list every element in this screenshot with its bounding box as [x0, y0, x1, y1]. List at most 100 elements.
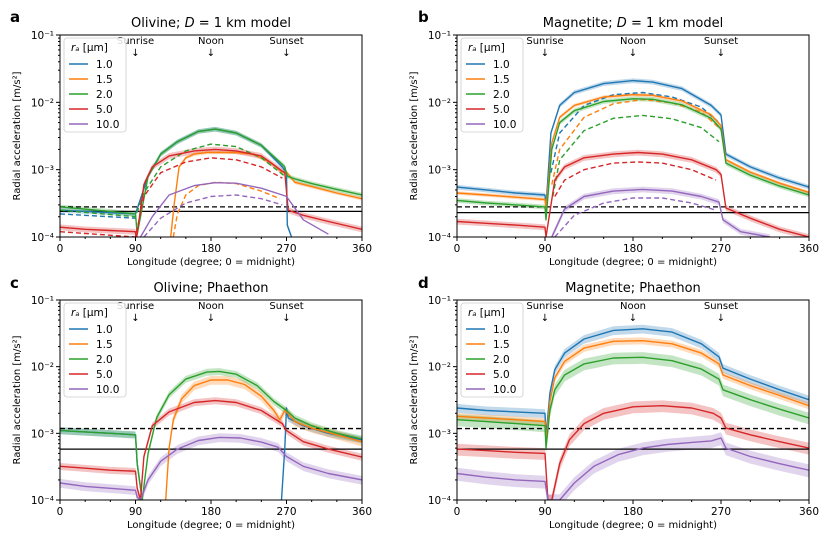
y-tick-label: 10⁻⁴: [428, 495, 451, 507]
legend: rₐ [μm] 1.0 1.5 2.0 5.0 10.0: [460, 37, 524, 133]
panel-a: a Olivine; D = 1 km model 0 90 180 270 360 10⁻⁴…: [10, 8, 372, 268]
band-10.0: [457, 432, 809, 500]
series-line-10.0: [139, 181, 329, 237]
legend-title-symbol: rₐ: [71, 307, 79, 319]
annotation-label: Sunset: [704, 36, 738, 47]
band-5.0: [60, 146, 362, 237]
annotation-label: Sunrise: [526, 301, 563, 312]
title-part: D: [617, 16, 627, 31]
legend-label: 1.0: [493, 59, 510, 71]
series-line-1.5: [457, 93, 809, 211]
legend-title-unit: [μm]: [476, 307, 504, 319]
legend-title-unit: [μm]: [79, 307, 107, 319]
series-line-5.0 (model): [554, 161, 717, 197]
legend-title: rₐ [μm]: [468, 307, 505, 319]
x-tick-label: 360: [799, 243, 819, 255]
series-line-5.0: [457, 405, 809, 500]
legend-label: 1.5: [96, 74, 113, 86]
annotation-label: Noon: [198, 301, 224, 312]
x-tick-label: 360: [352, 506, 372, 518]
panel-title: Olivine; D = 1 km model: [131, 16, 291, 31]
title-part: Magnetite; Phaethon: [565, 281, 701, 296]
series-line-2.0 (model): [60, 143, 286, 218]
legend-label: 1.5: [493, 74, 510, 86]
legend-label: 2.0: [96, 354, 113, 366]
annotation-arrow: ↓: [541, 313, 549, 324]
panel-letter: c: [10, 274, 19, 292]
series-line-1.5: [170, 151, 362, 237]
series-line-2.0 (model): [552, 114, 720, 197]
x-axis-label: Longitude (degree; 0 = midnight): [127, 257, 295, 268]
annotation-arrow: ↓: [717, 48, 725, 59]
legend-label: 1.0: [96, 324, 113, 336]
series-line-1.5: [457, 340, 809, 445]
annotation-arrow: ↓: [131, 48, 139, 59]
band-10.0: [60, 433, 362, 500]
legend-label: 10.0: [96, 119, 119, 131]
title-part: = 1 km model: [627, 16, 723, 31]
y-axis-label: Radial acceleration [m/s²]: [409, 335, 420, 464]
series-line-1.0 (sunset): [280, 407, 362, 500]
plot-area: [60, 368, 362, 500]
legend-label: 2.0: [493, 89, 510, 101]
legend-label: 10.0: [493, 384, 516, 396]
panel-b: b Magnetite; D = 1 km model 0 90 180 270 360 10…: [409, 8, 819, 268]
legend-label: 1.5: [96, 339, 113, 351]
title-part: D: [185, 16, 195, 31]
y-tick-label: 10⁻³: [428, 428, 451, 440]
plot-area: [457, 78, 809, 237]
panel-title: Olivine; Phaethon: [153, 281, 268, 296]
x-tick-label: 90: [538, 506, 551, 518]
title-part: = 1 km model: [195, 16, 291, 31]
legend-label: 10.0: [96, 384, 119, 396]
annotation-label: Sunset: [269, 36, 303, 47]
x-tick-label: 0: [454, 243, 461, 255]
series-line-5.0: [457, 151, 809, 237]
legend-label: 2.0: [96, 89, 113, 101]
panel-letter: a: [10, 8, 20, 26]
legend-label: 2.0: [493, 354, 510, 366]
x-axis-label: Longitude (degree; 0 = midnight): [549, 520, 717, 531]
y-tick-label: 10⁻¹: [428, 30, 451, 42]
plot-area: [60, 126, 362, 237]
y-tick-label: 10⁻¹: [428, 295, 451, 307]
x-tick-label: 270: [711, 243, 731, 255]
band-1.0: [457, 324, 809, 442]
panel-letter: d: [418, 274, 429, 292]
x-tick-label: 180: [201, 506, 221, 518]
band-5.0: [457, 400, 809, 500]
title-part: Olivine;: [131, 16, 185, 31]
legend-label: 1.5: [493, 339, 510, 351]
x-axis-label: Longitude (degree; 0 = midnight): [549, 257, 717, 268]
y-tick-label: 10⁻⁴: [428, 232, 451, 244]
title-part: Olivine; Phaethon: [153, 281, 268, 296]
annotation-arrow: ↓: [131, 313, 139, 324]
y-tick-label: 10⁻³: [428, 165, 451, 177]
legend-title-unit: [μm]: [79, 42, 107, 54]
series-line-1.0 (model): [550, 91, 720, 173]
annotation-arrow: ↓: [629, 48, 637, 59]
series-line-10.0 (model): [554, 197, 717, 237]
y-tick-label: 10⁻¹: [31, 295, 54, 307]
y-axis-label: Radial acceleration [m/s²]: [409, 71, 420, 200]
legend-title-symbol: rₐ: [468, 307, 476, 319]
series-line-5.0: [60, 399, 362, 500]
plot-area: [457, 324, 809, 500]
legend-title-symbol: rₐ: [468, 42, 476, 54]
legend: rₐ [μm] 1.0 1.5 2.0 5.0 10.0: [460, 302, 524, 398]
series-line-1.5 (model): [172, 181, 281, 237]
series-line-10.0: [60, 436, 362, 500]
series-line-5.0: [60, 148, 362, 237]
annotation-label: Sunset: [269, 301, 303, 312]
annotation-arrow: ↓: [207, 313, 215, 324]
legend-title-symbol: rₐ: [71, 42, 79, 54]
x-tick-label: 270: [276, 506, 296, 518]
series-line-1.0: [457, 79, 809, 208]
x-tick-label: 180: [201, 243, 221, 255]
legend-title: rₐ [μm]: [71, 307, 108, 319]
legend-label: 5.0: [96, 369, 113, 381]
panel-letter: b: [418, 8, 429, 26]
y-tick-label: 10⁻²: [428, 362, 451, 374]
x-tick-label: 90: [538, 243, 551, 255]
